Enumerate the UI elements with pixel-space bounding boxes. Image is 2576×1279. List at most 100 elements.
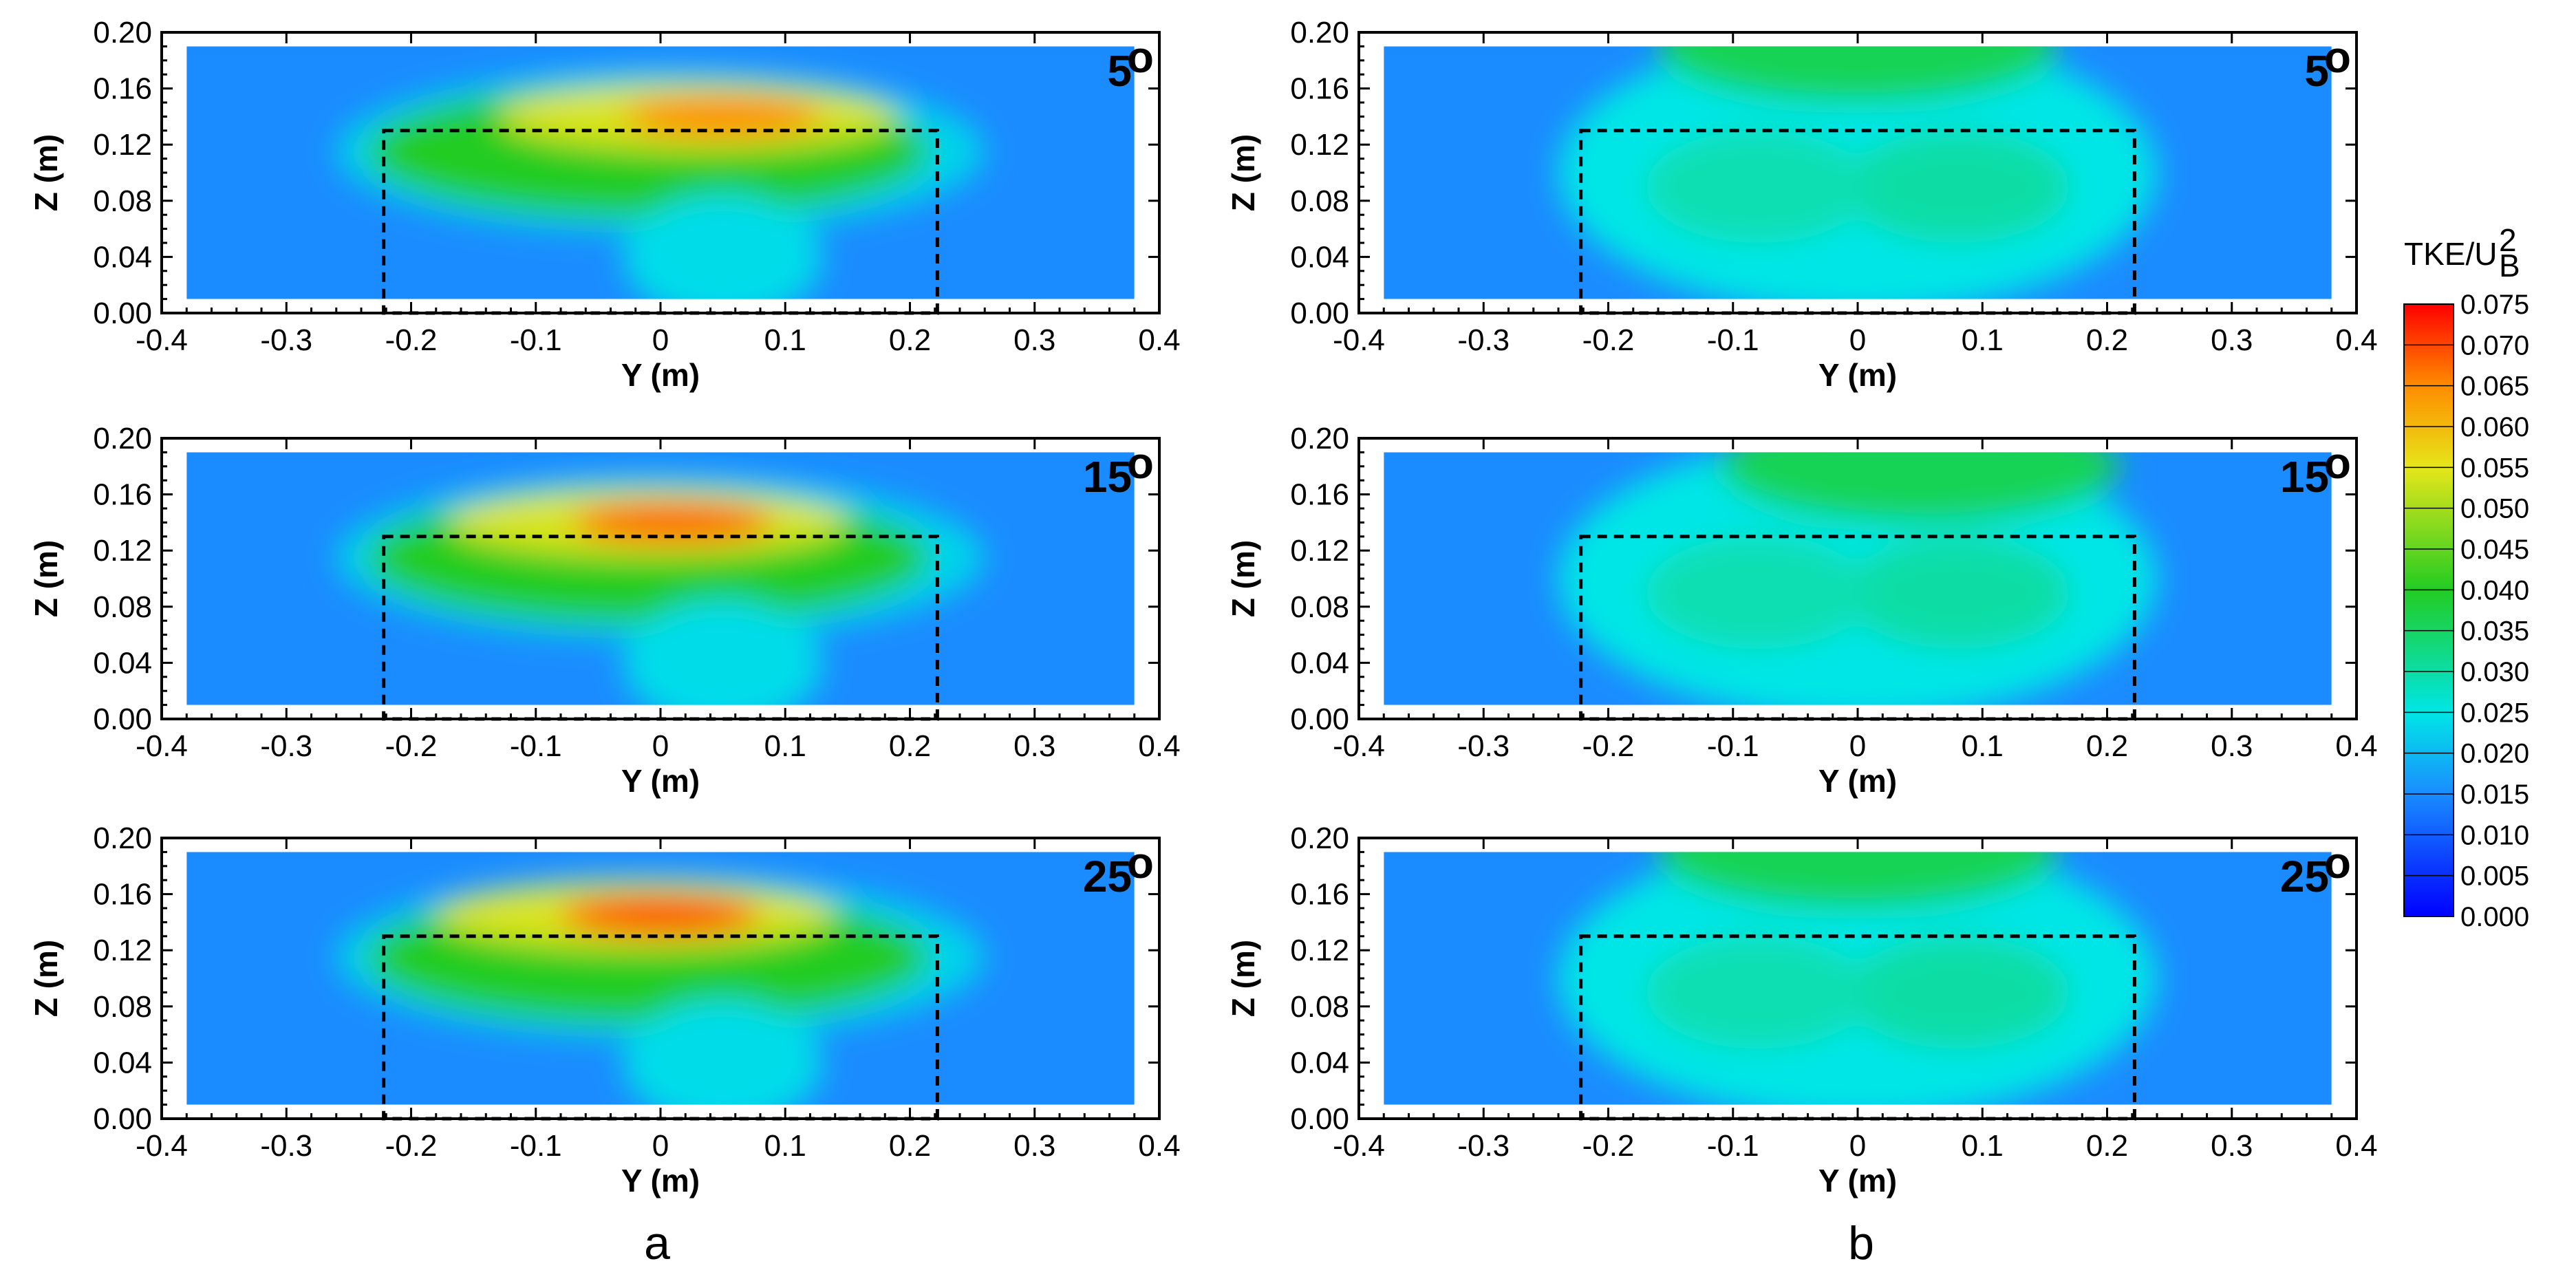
- tke-blobs: [1558, 452, 2157, 705]
- side-lobe: [1645, 130, 1871, 243]
- x-tick-label: 0.1: [1962, 729, 2004, 763]
- y-tick-label: 0.08: [1290, 590, 1349, 624]
- x-tick-label: -0.1: [1707, 323, 1759, 357]
- contour-panel-a-5: -0.4 -0.3 -0.2 -0.1 0 0.1 0.2 0.3 0.4 0.00 0.04 0.0…: [28, 16, 1181, 393]
- angle-label: 5: [1107, 46, 1132, 96]
- x-tick-label: 0: [1849, 1129, 1866, 1163]
- colorbar-level-label: 0.000: [2460, 902, 2529, 932]
- y-tick-label: 0.08: [93, 590, 152, 624]
- angle-label: 15: [2280, 452, 2329, 502]
- colorbar-title: TKE/U: [2404, 236, 2497, 272]
- y-tick-label: 0.00: [1290, 702, 1349, 736]
- x-tick-label: -0.4: [1333, 729, 1385, 763]
- tke-blobs: [1558, 852, 2157, 1105]
- y-tick-label: 0.20: [93, 422, 152, 455]
- colorbar-level-label: 0.065: [2460, 372, 2529, 402]
- x-tick-label: -0.1: [510, 729, 562, 763]
- colorbar-level-label: 0.015: [2460, 780, 2529, 810]
- y-tick-label: 0.12: [1290, 128, 1349, 162]
- angle-degree-mark: o: [2324, 438, 2351, 488]
- angle-degree-mark: o: [2324, 838, 2351, 888]
- angle-degree-mark: o: [1127, 438, 1154, 488]
- x-tick-label: 0: [652, 1129, 669, 1163]
- x-tick-label: 0.3: [1013, 1129, 1055, 1163]
- contour-panel-b-25: -0.4 -0.3 -0.2 -0.1 0 0.1 0.2 0.3 0.4 0.00 0.04 0.0…: [1225, 821, 2378, 1199]
- x-axis-title: Y (m): [1818, 763, 1897, 799]
- y-tick-label: 0.00: [1290, 297, 1349, 330]
- y-axis-title: Z (m): [1225, 940, 1261, 1017]
- y-tick-label: 0.08: [93, 990, 152, 1024]
- panel-letter-b: b: [1848, 1217, 1874, 1269]
- x-tick-label: 0.3: [2211, 323, 2253, 357]
- x-tick-label: 0.2: [2086, 1129, 2128, 1163]
- y-tick-label: 0.16: [1290, 72, 1349, 106]
- x-tick-label: 0.2: [889, 1129, 931, 1163]
- x-tick-label: 0.1: [764, 323, 806, 357]
- angle-degree-mark: o: [2324, 32, 2351, 82]
- y-tick-label: 0.16: [1290, 878, 1349, 912]
- x-tick-label: -0.2: [1582, 1129, 1635, 1163]
- side-lobe: [1645, 536, 1871, 649]
- x-tick-label: -0.3: [1457, 729, 1510, 763]
- colorbar-level-label: 0.005: [2460, 861, 2529, 892]
- panel-letter-a: a: [644, 1217, 670, 1269]
- y-tick-label: 0.12: [93, 934, 152, 967]
- x-axis-title: Y (m): [621, 357, 700, 393]
- x-tick-label: -0.4: [1333, 323, 1385, 357]
- x-tick-label: 0.1: [764, 729, 806, 763]
- contour-panel-b-5: -0.4 -0.3 -0.2 -0.1 0 0.1 0.2 0.3 0.4 0.00 0.04 0.0…: [1225, 16, 2378, 393]
- x-tick-label: -0.3: [260, 729, 312, 763]
- x-tick-label: 0.2: [2086, 323, 2128, 357]
- colorbar-level-label: 0.060: [2460, 412, 2529, 442]
- y-tick-label: 0.20: [1290, 821, 1349, 855]
- y-tick-label: 0.08: [93, 184, 152, 218]
- angle-label: 25: [1083, 852, 1132, 901]
- x-tick-label: -0.4: [136, 323, 188, 357]
- y-tick-label: 0.16: [93, 878, 152, 912]
- y-tick-label: 0.16: [1290, 478, 1349, 512]
- y-tick-label: 0.12: [1290, 934, 1349, 967]
- y-tick-label: 0.20: [93, 16, 152, 50]
- y-tick-label: 0.12: [1290, 534, 1349, 568]
- x-axis-title: Y (m): [621, 1163, 700, 1199]
- x-tick-label: 0.4: [1138, 1129, 1180, 1163]
- tke-field: [1384, 46, 2332, 299]
- x-tick-label: 0.3: [2211, 1129, 2253, 1163]
- side-lobe: [1645, 936, 1871, 1049]
- y-tick-label: 0.20: [1290, 422, 1349, 455]
- x-tick-label: -0.2: [1582, 323, 1635, 357]
- x-tick-label: -0.1: [510, 323, 562, 357]
- x-tick-label: 0.1: [764, 1129, 806, 1163]
- side-lobe: [1845, 130, 2070, 243]
- colorbar-level-label: 0.030: [2460, 657, 2529, 687]
- x-tick-label: -0.4: [136, 729, 188, 763]
- wake-lower: [623, 599, 823, 705]
- tke-field: [1384, 852, 2332, 1105]
- y-tick-label: 0.04: [1290, 240, 1349, 274]
- x-tick-label: 0.4: [2335, 323, 2377, 357]
- peak-core: [561, 895, 760, 935]
- y-tick-label: 0.04: [1290, 646, 1349, 680]
- x-tick-label: -0.1: [1707, 729, 1759, 763]
- y-tick-label: 0.04: [93, 1046, 152, 1079]
- colorbar-level-label: 0.040: [2460, 575, 2529, 605]
- colorbar-level-label: 0.070: [2460, 330, 2529, 361]
- y-tick-label: 0.16: [93, 478, 152, 512]
- x-tick-label: 0.3: [2211, 729, 2253, 763]
- tke-field: [1384, 452, 2332, 705]
- y-axis-title: Z (m): [1225, 540, 1261, 617]
- x-tick-label: -0.2: [385, 323, 438, 357]
- colorbar-level-label: 0.055: [2460, 453, 2529, 483]
- top-band: [1658, 46, 2057, 103]
- y-tick-label: 0.00: [93, 702, 152, 736]
- colorbar-title-superscript: 2: [2499, 222, 2517, 258]
- x-tick-label: -0.2: [385, 1129, 438, 1163]
- x-tick-label: 0.4: [2335, 1129, 2377, 1163]
- y-tick-label: 0.00: [93, 1102, 152, 1136]
- colorbar-level-label: 0.025: [2460, 698, 2529, 728]
- colorbar-level-label: 0.020: [2460, 739, 2529, 769]
- y-tick-label: 0.00: [93, 297, 152, 330]
- contour-panel-b-15: -0.4 -0.3 -0.2 -0.1 0 0.1 0.2 0.3 0.4 0.00 0.04 0.0…: [1225, 422, 2378, 799]
- y-tick-label: 0.04: [93, 240, 152, 274]
- x-tick-label: -0.2: [1582, 729, 1635, 763]
